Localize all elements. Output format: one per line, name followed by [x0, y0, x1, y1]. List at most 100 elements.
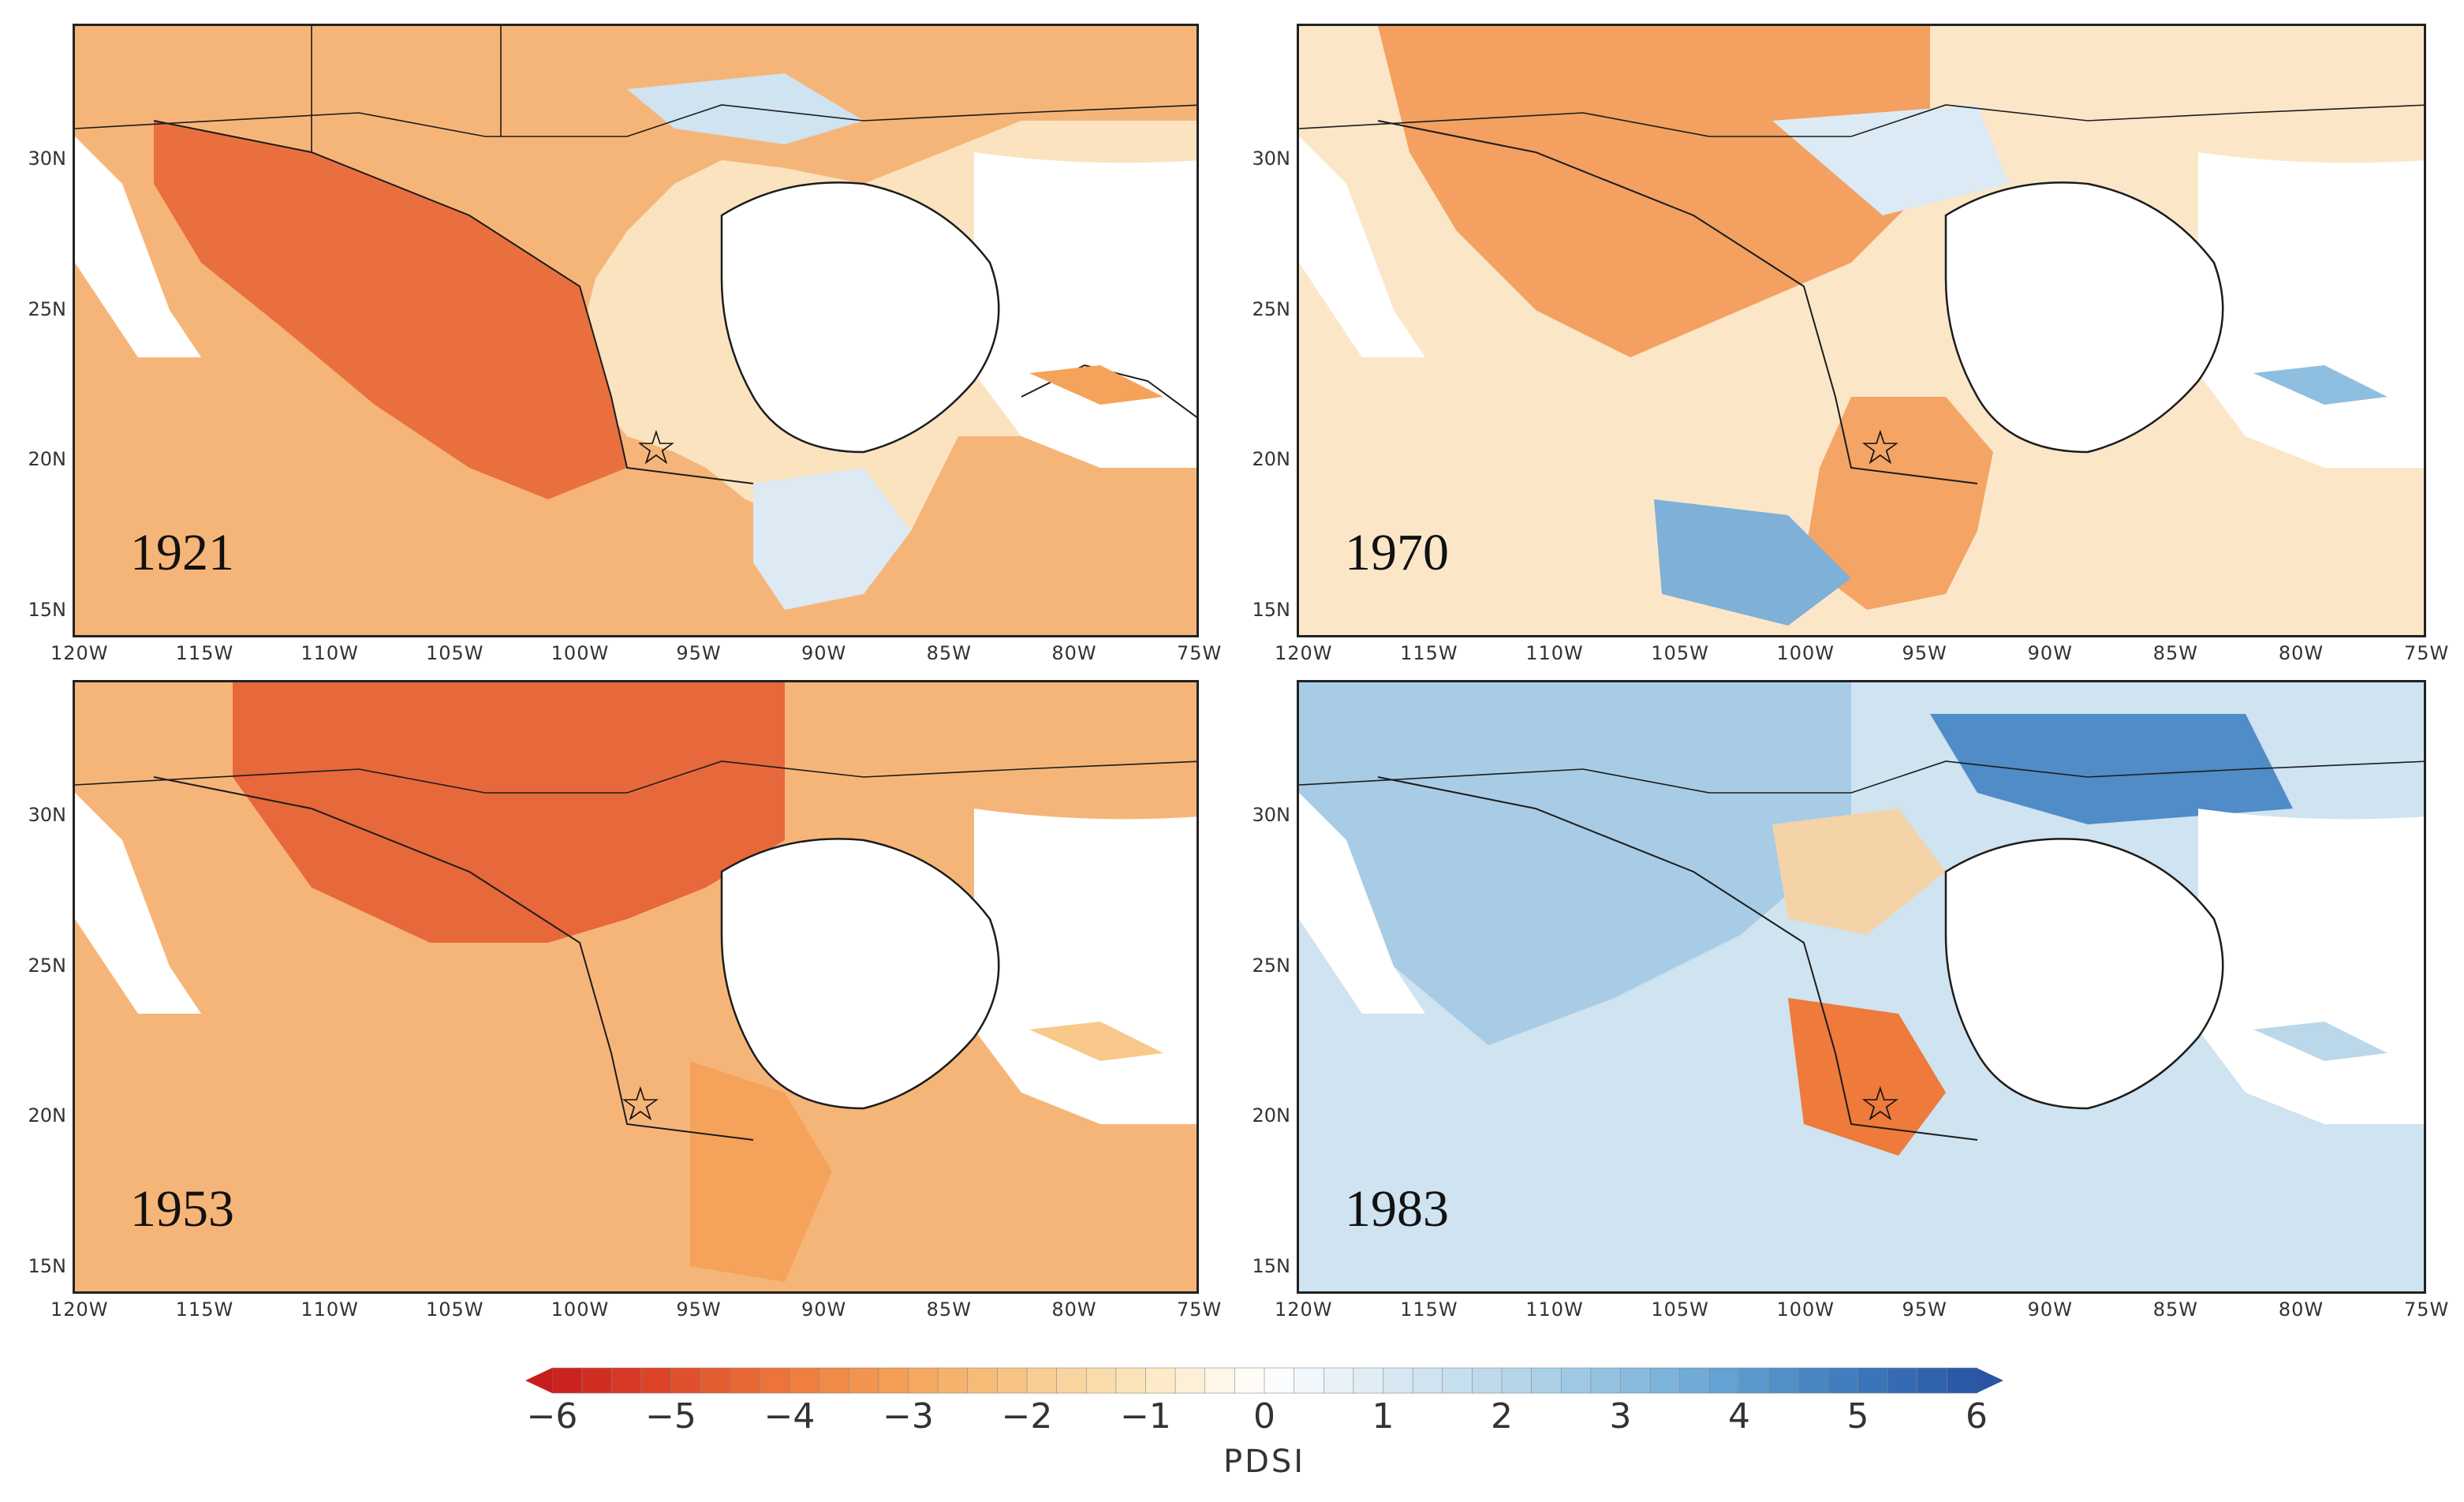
x-tick-label: 120W	[1275, 642, 1333, 664]
x-tick-label: 105W	[1651, 642, 1709, 664]
y-tick-label: 15N	[28, 598, 67, 621]
colorbar-tick-label: 6	[1966, 1396, 1988, 1437]
y-tick-label: 25N	[28, 297, 67, 320]
x-tick-label: 120W	[50, 1298, 109, 1321]
x-tick-label: 75W	[1177, 642, 1223, 664]
year-label-1970: 1970	[1345, 524, 1449, 581]
colorbar-swatch	[760, 1367, 790, 1394]
colorbar-swatch	[1174, 1367, 1206, 1394]
colorbar-swatch	[1145, 1367, 1176, 1394]
colorbar-swatch	[1056, 1367, 1088, 1394]
svg-text:☆: ☆	[635, 420, 678, 476]
colorbar-swatch	[1412, 1367, 1443, 1394]
colorbar-swatch	[551, 1367, 583, 1394]
colorbar-swatch	[581, 1367, 613, 1394]
colorbar-swatch	[1115, 1367, 1147, 1394]
y-tick-label: 20N	[1252, 448, 1291, 471]
colorbar-swatch	[1679, 1367, 1711, 1394]
map-panel-1953: ☆ 1953	[73, 680, 1199, 1294]
map-1921: ☆	[75, 26, 1197, 635]
colorbar-tick-label: −3	[883, 1396, 934, 1437]
x-tick-label: 90W	[801, 1298, 847, 1321]
x-tick-label: 100W	[1776, 642, 1835, 664]
colorbar-swatch	[1501, 1367, 1533, 1394]
x-tick-label: 95W	[1902, 1298, 1947, 1321]
x-tick-label: 85W	[2152, 1298, 2199, 1321]
x-tick-label: 75W	[2404, 1298, 2450, 1321]
colorbar-swatch	[819, 1367, 850, 1394]
colorbar-swatch	[1472, 1367, 1503, 1394]
map-1970: ☆	[1299, 26, 2424, 635]
map-panel-1983: ☆ 1983	[1297, 680, 2426, 1294]
svg-text:☆: ☆	[619, 1077, 662, 1132]
x-tick-label: 105W	[1651, 1298, 1709, 1321]
map-1983: ☆	[1299, 682, 2424, 1291]
colorbar-swatch	[1531, 1367, 1562, 1394]
x-tick-label: 85W	[926, 1298, 972, 1321]
x-tick-label: 120W	[1275, 1298, 1333, 1321]
y-tick-label: 25N	[1252, 297, 1291, 320]
colorbar-min-arrow	[525, 1368, 552, 1393]
colorbar-tick-label: −6	[526, 1396, 578, 1437]
x-tick-label: 100W	[1776, 1298, 1835, 1321]
colorbar-title: PDSI	[1223, 1444, 1306, 1480]
x-tick-label: 95W	[676, 642, 722, 664]
y-tick-label: 30N	[1252, 804, 1291, 827]
colorbar-tick-label: −2	[1001, 1396, 1053, 1437]
colorbar-swatch	[789, 1367, 820, 1394]
colorbar-max-arrow	[1977, 1368, 2003, 1393]
colorbar-swatch	[937, 1367, 969, 1394]
map-panel-1921: ☆ 1921	[73, 24, 1199, 637]
colorbar-swatch	[1353, 1367, 1384, 1394]
x-tick-label: 115W	[175, 1298, 234, 1321]
colorbar-swatch	[1085, 1367, 1117, 1394]
colorbar-swatch	[1264, 1367, 1295, 1394]
colorbar-swatch	[1887, 1367, 1918, 1394]
colorbar-swatch	[878, 1367, 909, 1394]
colorbar-swatch	[1649, 1367, 1681, 1394]
colorbar-tick-label: 0	[1253, 1396, 1275, 1437]
y-tick-label: 15N	[28, 1254, 67, 1277]
svg-text:☆: ☆	[1859, 1077, 1902, 1132]
x-tick-label: 110W	[1525, 642, 1584, 664]
colorbar-tick-label: −1	[1120, 1396, 1171, 1437]
colorbar-swatch	[1442, 1367, 1473, 1394]
map-1953: ☆	[75, 682, 1197, 1291]
svg-text:☆: ☆	[1859, 420, 1902, 476]
colorbar-tick-label: 5	[1846, 1396, 1869, 1437]
year-label-1921: 1921	[130, 524, 234, 581]
colorbar-swatch	[1620, 1367, 1651, 1394]
colorbar-swatch	[610, 1367, 642, 1394]
colorbar-swatch	[1738, 1367, 1770, 1394]
x-tick-label: 115W	[1400, 1298, 1458, 1321]
x-tick-label: 75W	[2404, 642, 2450, 664]
colorbar-swatch	[640, 1367, 672, 1394]
colorbar-swatch	[1857, 1367, 1888, 1394]
x-tick-label: 80W	[1051, 1298, 1097, 1321]
map-panel-1970: ☆ 1970	[1297, 24, 2426, 637]
x-tick-label: 100W	[551, 642, 610, 664]
colorbar-tick-label: 3	[1609, 1396, 1632, 1437]
y-tick-label: 25N	[1252, 954, 1291, 977]
x-tick-label: 120W	[50, 642, 109, 664]
x-tick-label: 95W	[676, 1298, 722, 1321]
x-tick-label: 105W	[426, 1298, 484, 1321]
y-tick-label: 25N	[28, 954, 67, 977]
y-tick-label: 20N	[28, 1104, 67, 1127]
colorbar-swatch	[1798, 1367, 1829, 1394]
colorbar-tick-label: 2	[1491, 1396, 1513, 1437]
colorbar-swatch	[1947, 1367, 1977, 1394]
colorbar-swatch	[1768, 1367, 1800, 1394]
x-tick-label: 75W	[1177, 1298, 1223, 1321]
x-tick-label: 105W	[426, 642, 484, 664]
x-tick-label: 115W	[175, 642, 234, 664]
colorbar-swatch	[730, 1367, 761, 1394]
y-tick-label: 15N	[1252, 598, 1291, 621]
x-tick-label: 85W	[2152, 642, 2199, 664]
colorbar-swatch	[908, 1367, 939, 1394]
colorbar-swatch	[1560, 1367, 1592, 1394]
y-tick-label: 30N	[28, 804, 67, 827]
colorbar-swatch	[700, 1367, 731, 1394]
colorbar-swatch	[1204, 1367, 1236, 1394]
y-tick-label: 15N	[1252, 1254, 1291, 1277]
